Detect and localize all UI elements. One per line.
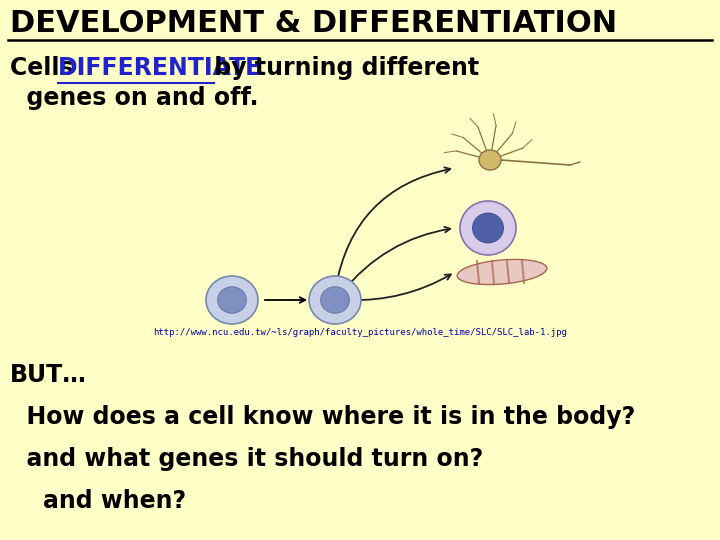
Text: by turning different: by turning different	[206, 56, 479, 80]
Text: DIFFERENTIATE: DIFFERENTIATE	[58, 56, 262, 80]
Text: and what genes it should turn on?: and what genes it should turn on?	[10, 447, 483, 471]
Ellipse shape	[309, 276, 361, 324]
Text: Cells: Cells	[10, 56, 82, 80]
Ellipse shape	[479, 150, 501, 170]
Ellipse shape	[472, 213, 503, 243]
Text: DEVELOPMENT & DIFFERENTIATION: DEVELOPMENT & DIFFERENTIATION	[10, 9, 617, 38]
Text: http://www.ncu.edu.tw/~ls/graph/faculty_pictures/whole_time/SLC/SLC_lab-1.jpg: http://www.ncu.edu.tw/~ls/graph/faculty_…	[153, 328, 567, 337]
Text: genes on and off.: genes on and off.	[10, 86, 258, 110]
Ellipse shape	[460, 201, 516, 255]
Ellipse shape	[217, 287, 246, 313]
Ellipse shape	[457, 259, 547, 285]
Text: BUT…: BUT…	[10, 363, 87, 387]
Text: and when?: and when?	[10, 489, 186, 513]
Ellipse shape	[320, 287, 349, 313]
Text: How does a cell know where it is in the body?: How does a cell know where it is in the …	[10, 405, 635, 429]
Ellipse shape	[206, 276, 258, 324]
